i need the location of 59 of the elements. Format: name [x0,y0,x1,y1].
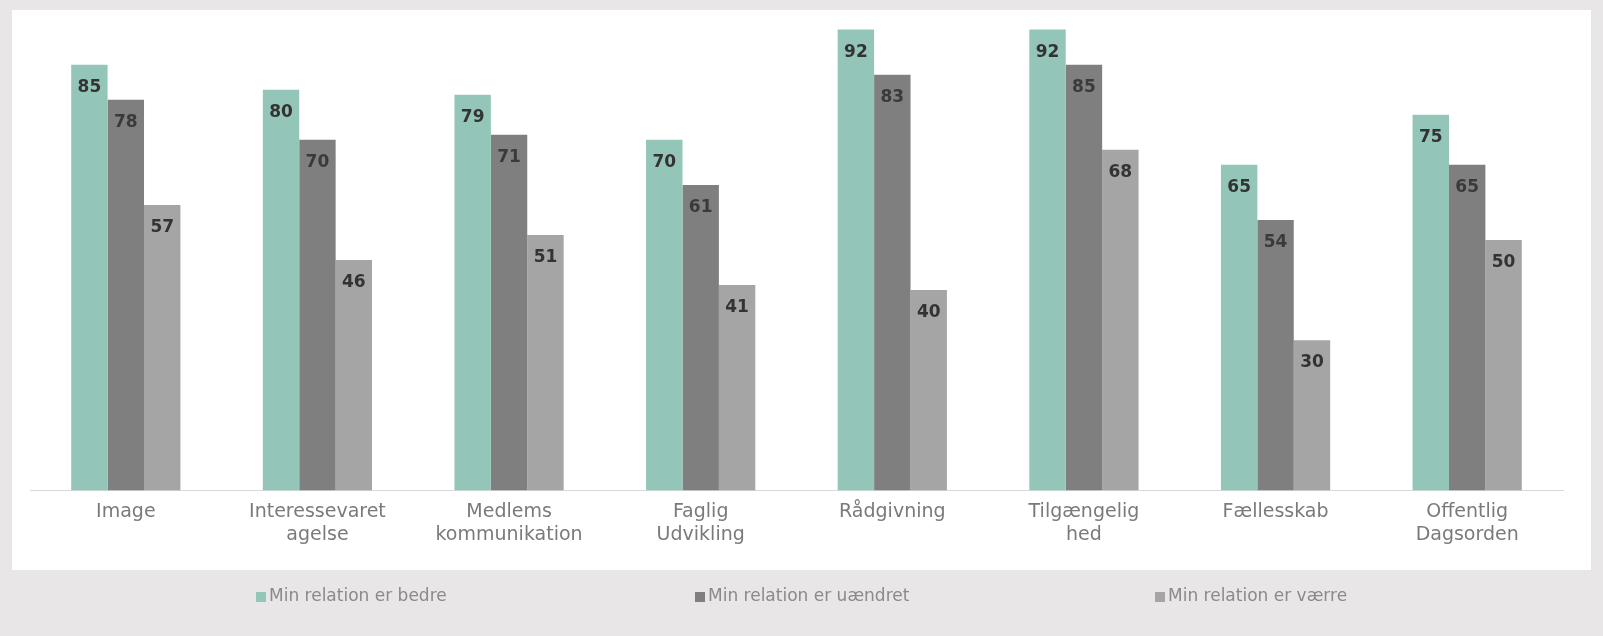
x-tick-label: Offentlig Dagsorden [1415,498,1519,544]
bar [1102,149,1139,491]
bar [910,290,947,491]
x-tick-label: Faglig Udvikling [656,498,745,544]
bar [454,94,491,491]
x-tick-label: Fællesskab [1222,498,1329,521]
bar [646,139,683,491]
data-label: 85 [1072,75,1096,96]
bar [71,64,108,491]
x-tick-label: Tilgængelig hed [1027,498,1140,544]
bar [1220,164,1258,491]
data-label: 79 [460,105,485,126]
data-label: 85 [77,75,102,96]
bar [335,260,373,491]
data-label: 50 [1491,250,1516,271]
data-label: 68 [1108,160,1133,181]
bar [837,29,875,491]
bar [682,184,719,491]
bar [107,99,145,491]
x-tick-label: Image [96,498,156,521]
data-label: 71 [497,145,521,166]
bar [1412,114,1449,491]
data-label: 92 [1035,40,1060,61]
data-label: 65 [1455,175,1480,196]
bar [1257,219,1294,491]
data-label: 70 [652,150,677,171]
data-label: 41 [725,295,749,316]
data-label: 46 [342,270,366,291]
data-label: 65 [1227,175,1251,196]
data-label: 40 [916,300,941,321]
bar [144,204,181,491]
bar [874,74,911,491]
x-tick-label: Interessevaret agelse [249,498,386,544]
data-label: 57 [150,215,175,236]
legend-label: Min relation er bedre [269,585,447,606]
data-label: 83 [880,85,905,106]
data-label: 61 [688,195,713,216]
bar [718,285,756,491]
data-label: 30 [1300,351,1324,372]
data-label: 54 [1263,230,1288,251]
data-label: 80 [269,100,294,121]
data-label: 75 [1418,125,1443,146]
legend-label: Min relation er værre [1168,585,1348,606]
bar [1029,29,1066,491]
x-tick-label: Rådgivning [839,498,946,521]
data-label: 51 [533,245,558,266]
x-tick-label: Medlems kommunikation [435,498,583,544]
bar [490,134,528,491]
bar [1293,340,1331,491]
bar [299,139,336,491]
data-label: 70 [305,150,330,171]
data-label: 92 [844,40,868,61]
data-label: 78 [113,110,138,131]
bar [1485,239,1522,491]
bar [527,234,564,491]
legend-label: Min relation er uændret [708,585,910,606]
bar [262,89,300,491]
bar [1448,164,1486,491]
bar [1065,64,1103,491]
